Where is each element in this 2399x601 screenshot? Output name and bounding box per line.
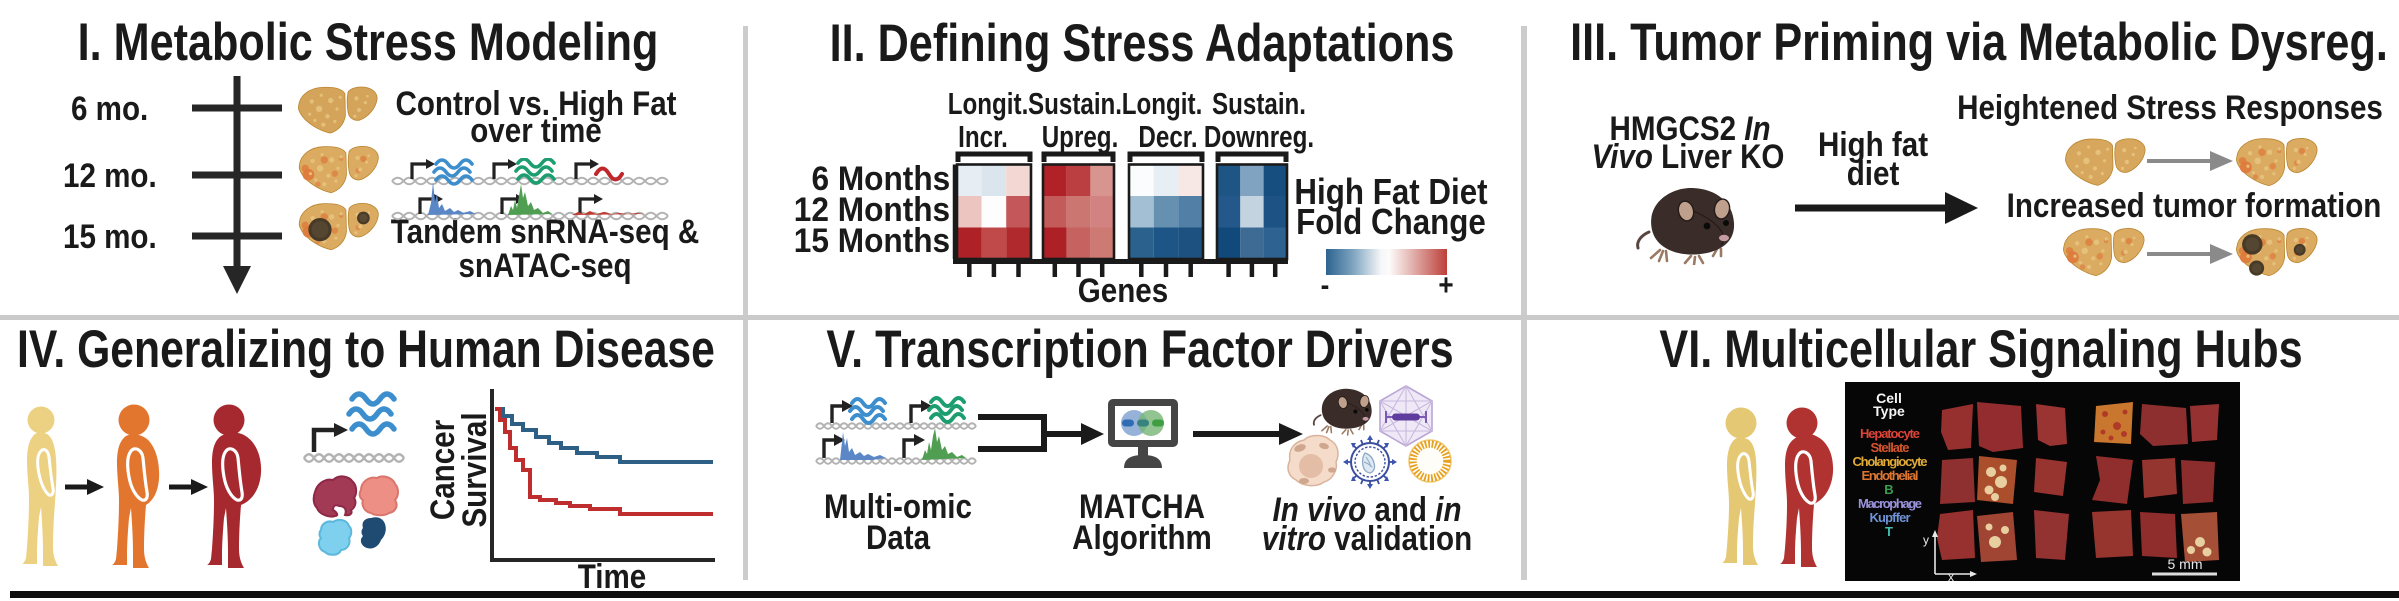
svg-text:T: T	[1885, 524, 1893, 539]
svg-text:x: x	[1948, 570, 1954, 581]
svg-text:Hepatocyte: Hepatocyte	[1860, 426, 1920, 441]
svg-text:Macrophage: Macrophage	[1858, 496, 1922, 511]
svg-text:Type: Type	[1873, 403, 1905, 419]
svg-text:Cell: Cell	[1876, 390, 1902, 406]
svg-text:y: y	[1923, 533, 1929, 547]
svg-text:Stellate: Stellate	[1871, 440, 1910, 455]
svg-text:Kupffer: Kupffer	[1870, 510, 1911, 525]
svg-text:Cholangiocyte: Cholangiocyte	[1853, 454, 1928, 469]
svg-text:B: B	[1884, 482, 1893, 497]
svg-text:5 mm: 5 mm	[2168, 556, 2203, 572]
svg-text:Endothelial: Endothelial	[1862, 468, 1919, 483]
